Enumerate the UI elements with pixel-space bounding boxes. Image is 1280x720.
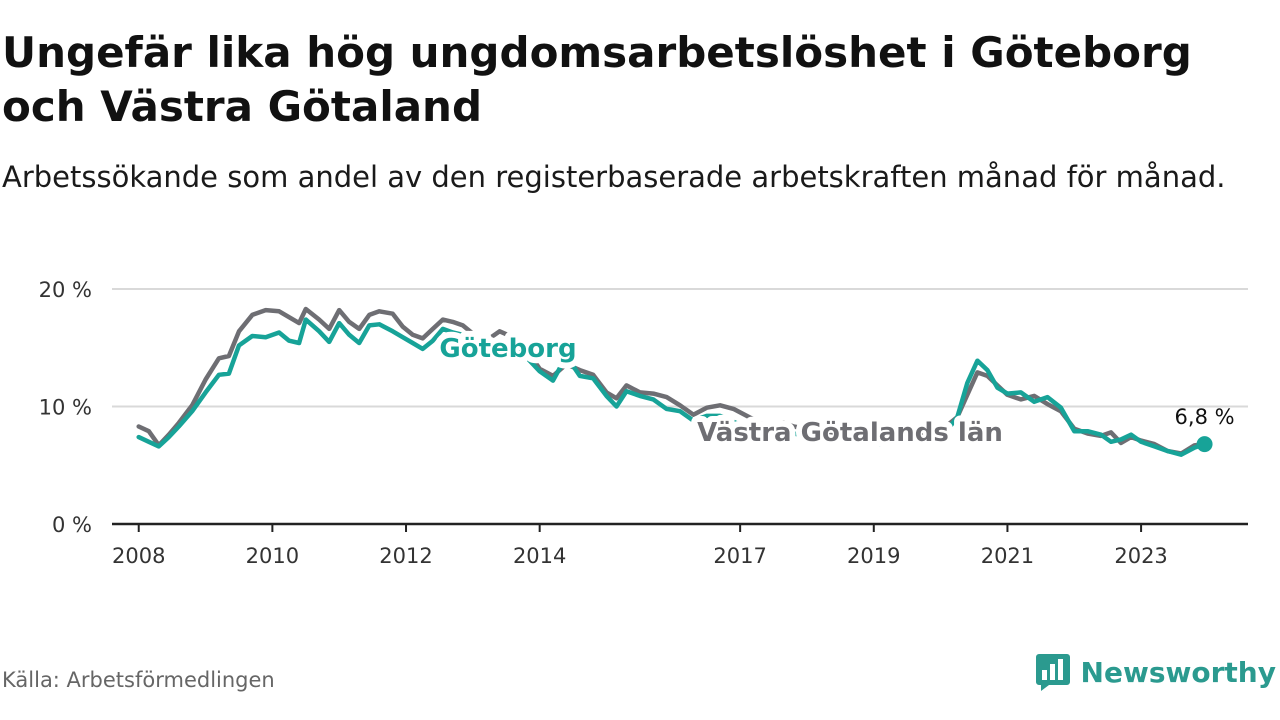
x-tick-label-2023: 2023	[1114, 544, 1167, 568]
end-marker-group: 6,8 %	[1175, 405, 1235, 453]
chart-subtitle: Arbetssökande som andel av den registerb…	[2, 160, 1226, 194]
y-tick-label-20: 20 %	[39, 278, 92, 302]
series-lines	[136, 306, 1207, 457]
brand-logo: Newsworthy	[1035, 652, 1276, 692]
x-axis-tick-labels: 2008 2010 2012 2014 2017 2019 2021 2023	[112, 544, 1168, 568]
x-axis	[112, 522, 1248, 532]
x-tick-label-2014: 2014	[513, 544, 566, 568]
series-line-vastra-gotalands-lan	[136, 306, 1207, 456]
x-tick-label-2010: 2010	[246, 544, 299, 568]
x-tick-label-2017: 2017	[713, 544, 766, 568]
series-line-goteborg	[136, 317, 1207, 457]
y-tick-label-10: 10 %	[39, 396, 92, 420]
series-labels: Göteborg Västra Götalands län	[433, 328, 1009, 454]
brand-name: Newsworthy	[1080, 655, 1276, 689]
x-tick-label-2021: 2021	[981, 544, 1034, 568]
bar-chart-icon	[1035, 654, 1070, 691]
x-tick-label-2008: 2008	[112, 544, 165, 568]
grid-lines	[112, 288, 1248, 408]
source-note: Källa: Arbetsförmedlingen	[2, 668, 275, 692]
chart-title: Ungefär lika hög ungdomsarbetslöshet i G…	[2, 28, 1192, 131]
series-label-goteborg: Göteborg	[439, 334, 576, 364]
y-tick-label-0: 0 %	[52, 513, 92, 537]
end-value-label: 6,8 %	[1175, 405, 1235, 429]
series-label-vastra-gotalands-lan: Västra Götalands län	[697, 418, 1003, 448]
end-point-marker	[1196, 436, 1213, 453]
x-tick-label-2012: 2012	[379, 544, 432, 568]
y-axis-tick-labels: 0 % 10 % 20 %	[39, 278, 92, 537]
x-tick-label-2019: 2019	[847, 544, 900, 568]
